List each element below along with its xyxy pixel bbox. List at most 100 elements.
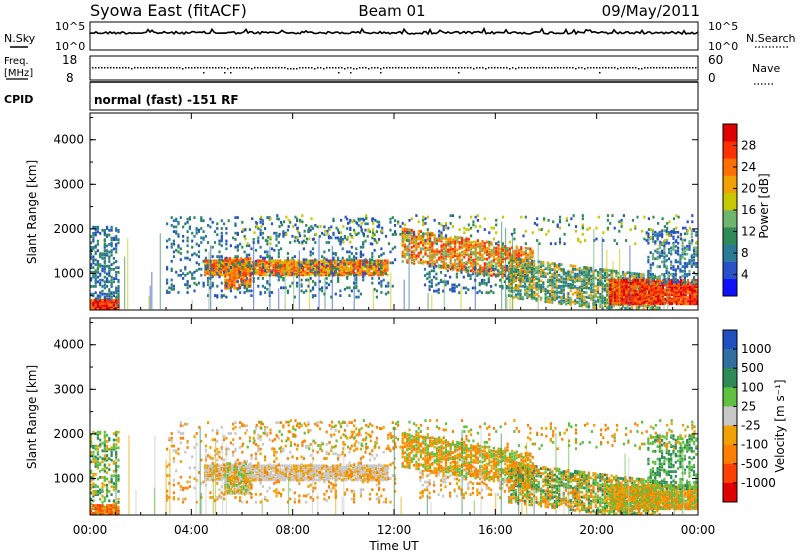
echo-cell [231, 273, 234, 277]
echo-cell [599, 269, 602, 273]
echo-cell [340, 273, 343, 277]
echo-cell [497, 247, 500, 250]
echo-cell [622, 270, 625, 274]
echo-cell [638, 272, 641, 276]
freq-point [407, 67, 409, 69]
echo-cell [215, 267, 218, 270]
echo-cell [553, 273, 556, 277]
echo-cell [384, 234, 388, 238]
echo-cell [661, 254, 664, 258]
echo-cell [360, 228, 363, 231]
echo-cell [237, 275, 241, 279]
echo-cell [197, 228, 201, 232]
echo-cell [581, 278, 584, 281]
echo-cell [474, 251, 477, 255]
freq-point [437, 67, 439, 69]
echo-cell [413, 236, 416, 240]
echo-cell [470, 247, 473, 251]
echo-cell [211, 281, 214, 285]
echo-cell [512, 280, 515, 284]
echo-cell [657, 285, 660, 289]
echo-cell [688, 241, 691, 245]
echo-cell [115, 266, 118, 270]
echo-cell [690, 265, 693, 268]
echo-cell [264, 239, 267, 242]
echo-cell [530, 289, 533, 292]
echo-cell [596, 289, 600, 293]
echo-cell [625, 291, 628, 295]
echo-cell [359, 261, 362, 264]
echo-cell [281, 265, 284, 269]
echo-cell [115, 228, 118, 232]
echo-cell [220, 270, 223, 274]
echo-cell [544, 295, 547, 299]
echo-cell [656, 314, 658, 317]
echo-cell [422, 235, 425, 239]
echo-cell [524, 229, 527, 233]
echo-cell [343, 287, 346, 291]
echo-cell [110, 285, 113, 288]
echo-cell [401, 252, 404, 256]
echo-cell [90, 303, 93, 307]
echo-cell [535, 297, 538, 301]
echo-cell [674, 260, 677, 264]
echo-cell [619, 275, 622, 278]
echo-cell [117, 271, 120, 274]
echo-cell [381, 265, 384, 269]
echo-cell [677, 283, 680, 287]
echo-cell [108, 299, 111, 302]
echo-cell [454, 243, 457, 247]
echo-cell [429, 256, 432, 260]
echo-cell [370, 262, 373, 266]
echo-cell [345, 271, 348, 275]
echo-cell [670, 273, 673, 276]
echo-cell [339, 289, 342, 293]
echo-cell [288, 273, 291, 277]
echo-cell [225, 281, 228, 285]
echo-cell [96, 239, 99, 243]
echo-cell [688, 260, 691, 264]
echo-cell [521, 297, 524, 301]
echo-cell [562, 285, 565, 289]
echo-cell [560, 277, 563, 280]
echo-cell [483, 271, 486, 274]
echo-cell [419, 252, 422, 255]
freq-point [98, 67, 100, 69]
echo-cell [259, 228, 262, 232]
echo-cell [386, 267, 389, 270]
echo-cell [565, 280, 568, 284]
echo-cell [634, 286, 637, 290]
echo-cell [571, 286, 574, 290]
echo-cell [447, 237, 450, 241]
echo-cell [460, 267, 464, 271]
echo-cell [299, 268, 302, 272]
echo-cell [103, 300, 106, 304]
echo-cell [633, 276, 636, 280]
echo-cell [228, 277, 231, 281]
echo-cell [240, 272, 243, 276]
echo-cell [632, 302, 635, 306]
echo-cell [371, 281, 374, 285]
echo-cell [372, 217, 375, 221]
echo-cell [115, 227, 118, 231]
echo-cell [389, 220, 392, 224]
echo-cell [514, 265, 517, 269]
echo-cell [635, 306, 638, 310]
echo-cell [517, 293, 520, 297]
echo-cell [177, 291, 180, 294]
echo-cell [571, 269, 574, 273]
echo-cell [463, 238, 466, 242]
echo-cell [643, 288, 646, 292]
echo-cell [560, 302, 563, 305]
echo-cell [207, 224, 210, 227]
echo-cell [563, 232, 566, 236]
echo-cell [424, 249, 427, 253]
echo-cell [365, 268, 369, 272]
echo-cell [472, 220, 475, 224]
echo-cell [235, 258, 238, 262]
echo-cell [583, 298, 586, 302]
echo-cell [488, 255, 491, 258]
echo-cell [206, 271, 209, 275]
echo-cell [220, 268, 223, 272]
echo-cell [449, 258, 452, 262]
